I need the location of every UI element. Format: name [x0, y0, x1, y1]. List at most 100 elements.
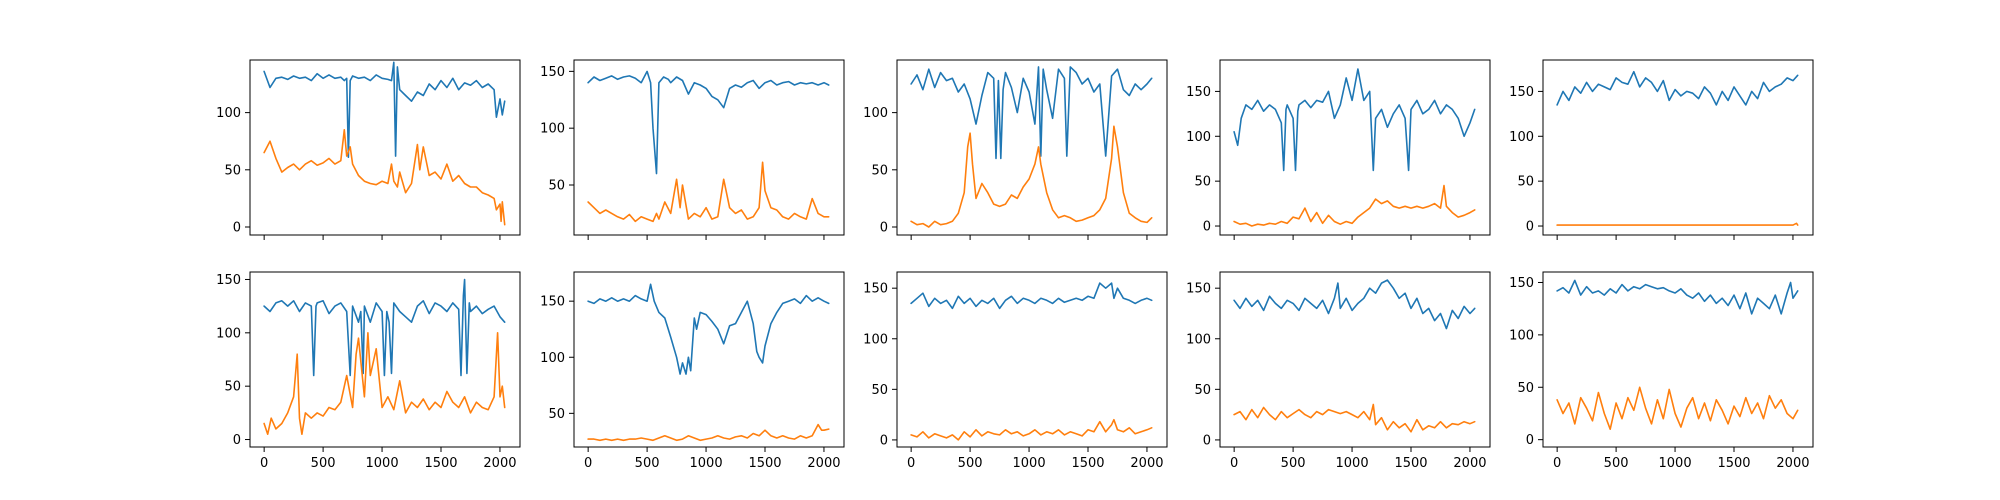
series-orange-line — [263, 129, 506, 226]
y-tick-label: 100 — [863, 106, 888, 121]
series-blue-line — [263, 278, 506, 377]
x-tick-label: 500 — [958, 456, 983, 471]
x-tick-label: 1000 — [1336, 456, 1369, 471]
y-tick-label: 0 — [233, 433, 241, 448]
x-tick-label: 2000 — [1453, 456, 1486, 471]
y-tick-label: 100 — [540, 351, 565, 366]
y-tick-label: 100 — [1509, 130, 1534, 145]
y-tick-label: 150 — [1186, 282, 1211, 297]
series-blue-line — [1556, 279, 1799, 315]
y-tick-label: 0 — [1203, 433, 1211, 448]
y-tick-label: 100 — [1186, 332, 1211, 347]
y-tick-label: 150 — [540, 295, 565, 310]
axes-frame — [1542, 271, 1814, 448]
y-tick-label: 150 — [1509, 276, 1534, 291]
x-tick-label: 1000 — [690, 456, 723, 471]
axes-frame — [1219, 271, 1491, 448]
y-tick-label: 0 — [880, 220, 888, 235]
x-tick-label: 500 — [311, 456, 336, 471]
y-tick-label: 50 — [224, 380, 241, 395]
x-tick-label: 0 — [1230, 456, 1238, 471]
y-tick-label: 0 — [233, 220, 241, 235]
x-tick-label: 0 — [260, 456, 268, 471]
series-blue-line — [1556, 70, 1799, 106]
series-blue-line — [910, 66, 1153, 160]
series-orange-line — [910, 418, 1153, 441]
x-tick-label: 500 — [1604, 456, 1629, 471]
x-tick-label: 0 — [907, 456, 915, 471]
x-tick-label: 1500 — [748, 456, 781, 471]
y-tick-label: 50 — [1194, 175, 1211, 190]
y-tick-label: 100 — [1509, 328, 1534, 343]
axes-frame — [573, 271, 845, 448]
x-tick-label: 2000 — [1130, 456, 1163, 471]
axes-frame — [896, 59, 1168, 236]
subplot-1: 0 50 100 — [216, 59, 521, 240]
y-tick-label: 50 — [224, 163, 241, 178]
x-tick-label: 1500 — [424, 456, 457, 471]
axes-frame — [249, 271, 521, 448]
series-orange-line — [263, 331, 506, 436]
y-tick-label: 150 — [863, 282, 888, 297]
x-tick-label: 1500 — [1071, 456, 1104, 471]
y-tick-label: 50 — [1194, 383, 1211, 398]
series-blue-line — [910, 282, 1153, 310]
x-tick-label: 1500 — [1717, 456, 1750, 471]
y-tick-label: 100 — [1186, 130, 1211, 145]
series-orange-line — [1233, 403, 1476, 433]
x-tick-label: 1000 — [1659, 456, 1692, 471]
axes-frame — [1219, 59, 1491, 236]
y-tick-label: 100 — [863, 332, 888, 347]
y-tick-label: 50 — [1517, 381, 1534, 396]
subplot-5: 0 50 100 150 — [1509, 59, 1814, 240]
axes-frame — [896, 271, 1168, 448]
axes-frame — [1542, 59, 1814, 236]
y-tick-label: 0 — [1203, 220, 1211, 235]
y-tick-label: 50 — [871, 383, 888, 398]
x-tick-label: 0 — [1553, 456, 1561, 471]
series-orange-line — [1233, 184, 1476, 227]
y-tick-label: 150 — [1509, 85, 1534, 100]
y-tick-label: 150 — [216, 273, 241, 288]
series-orange-line — [1556, 222, 1799, 226]
y-tick-label: 150 — [540, 65, 565, 80]
x-tick-label: 1000 — [1013, 456, 1046, 471]
x-tick-label: 0 — [584, 456, 592, 471]
y-tick-label: 100 — [540, 122, 565, 137]
series-blue-line — [587, 283, 830, 375]
x-tick-label: 1500 — [1394, 456, 1427, 471]
y-tick-label: 150 — [1186, 85, 1211, 100]
series-orange-line — [1556, 386, 1799, 431]
series-orange-line — [587, 423, 830, 442]
y-tick-label: 50 — [548, 179, 565, 194]
x-tick-label: 2000 — [483, 456, 516, 471]
y-tick-label: 50 — [548, 407, 565, 422]
axes-frame — [249, 59, 521, 236]
y-tick-label: 0 — [1526, 220, 1534, 235]
series-orange-line — [587, 161, 830, 223]
y-tick-label: 100 — [216, 106, 241, 121]
subplot-4: 0 50 100 150 — [1186, 59, 1491, 240]
series-blue-line — [587, 70, 830, 175]
x-tick-label: 500 — [635, 456, 660, 471]
series-blue-line — [1233, 68, 1476, 172]
x-tick-label: 500 — [1281, 456, 1306, 471]
x-tick-label: 2000 — [807, 456, 840, 471]
y-tick-label: 0 — [1526, 433, 1534, 448]
x-tick-label: 2000 — [1776, 456, 1809, 471]
series-blue-line — [1233, 279, 1476, 330]
y-tick-label: 100 — [216, 326, 241, 341]
subplot-3: 0 50 100 — [863, 59, 1168, 240]
subplot-2: 50 100 150 — [540, 59, 845, 240]
y-tick-label: 50 — [1517, 175, 1534, 190]
x-tick-label: 1000 — [366, 456, 399, 471]
series-blue-line — [263, 61, 506, 158]
series-orange-line — [910, 125, 1153, 228]
y-tick-label: 50 — [871, 163, 888, 178]
